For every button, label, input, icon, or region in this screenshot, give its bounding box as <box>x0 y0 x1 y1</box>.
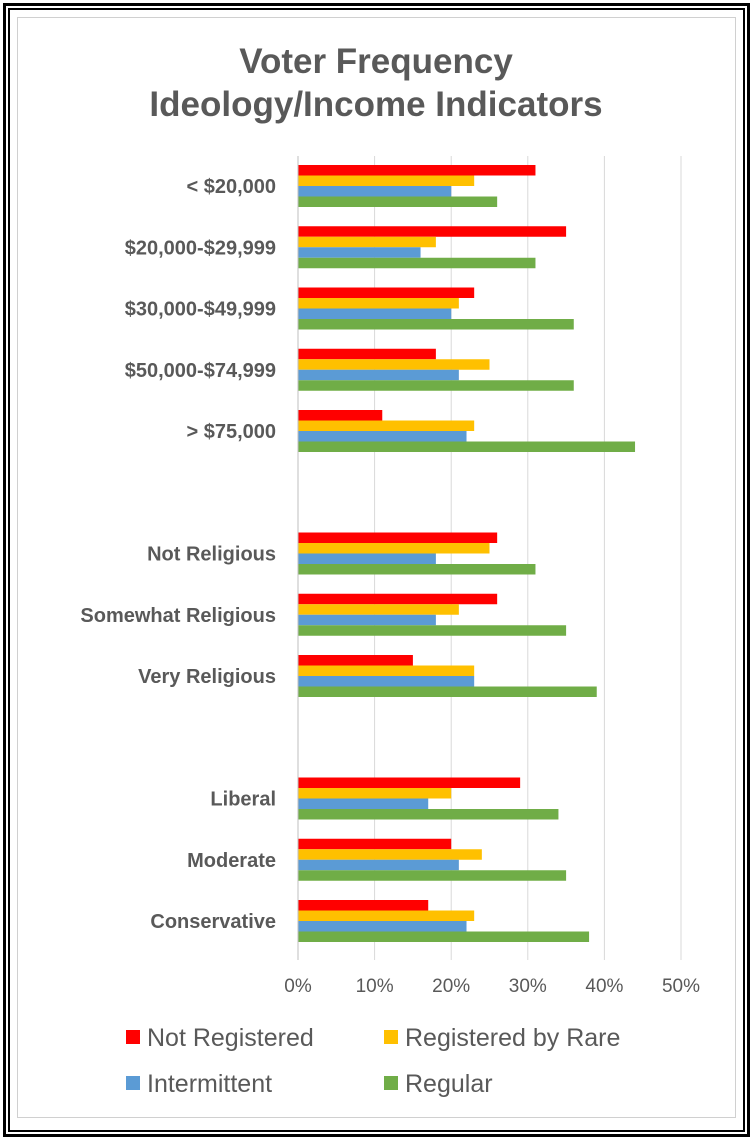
bar <box>298 798 429 809</box>
bar <box>298 186 452 197</box>
legend-label: Not Registered <box>147 1024 314 1052</box>
x-tick-label: 10% <box>356 976 394 997</box>
legend-label: Regular <box>405 1070 493 1098</box>
legend-swatch <box>384 1030 398 1044</box>
x-tick-label: 0% <box>284 976 312 997</box>
bar <box>298 593 498 605</box>
legend-swatch <box>126 1030 140 1044</box>
category-label: $50,000-$74,999 <box>125 360 276 382</box>
bar <box>298 788 452 799</box>
x-tick-label: 50% <box>662 976 700 997</box>
bar <box>298 175 475 186</box>
category-label: Liberal <box>210 789 276 811</box>
bar <box>298 441 636 452</box>
bar <box>298 900 429 911</box>
bar <box>298 165 536 176</box>
bar <box>298 196 498 207</box>
bar <box>298 369 459 381</box>
chart-title: Voter Frequency <box>239 42 513 81</box>
bar <box>298 564 536 575</box>
bar <box>298 686 597 697</box>
category-label: < $20,000 <box>186 176 276 198</box>
bar <box>298 665 475 676</box>
bar <box>298 543 490 554</box>
bar <box>298 298 459 309</box>
category-label: Moderate <box>187 850 276 872</box>
bar <box>298 420 475 431</box>
legend-swatch <box>126 1076 140 1090</box>
bar <box>298 247 421 258</box>
bar <box>298 676 475 687</box>
bar <box>298 410 383 421</box>
category-label: $30,000-$49,999 <box>125 299 276 321</box>
legend-label: Intermittent <box>147 1070 272 1098</box>
bar <box>298 625 567 636</box>
bar <box>298 236 436 248</box>
bar <box>298 308 452 319</box>
x-tick-label: 20% <box>432 976 470 997</box>
bar <box>298 777 521 788</box>
bar <box>298 604 459 615</box>
category-label: Not Religious <box>147 544 276 566</box>
category-label: $20,000-$29,999 <box>125 237 276 259</box>
bar <box>298 614 436 626</box>
bar <box>298 931 590 942</box>
x-tick-labels: 0% 10% 20% 30% 40% 50% <box>284 976 700 997</box>
bar <box>298 809 559 820</box>
bar <box>298 655 413 666</box>
category-label: > $75,000 <box>186 421 276 443</box>
bar <box>298 553 436 564</box>
legend-swatch <box>384 1076 398 1090</box>
category-label: Very Religious <box>138 666 276 688</box>
legend: Not Registered Registered by Rare Intermit… <box>126 1024 620 1098</box>
bar <box>298 870 567 881</box>
bar <box>298 226 567 237</box>
bar <box>298 431 467 442</box>
bar <box>298 359 490 370</box>
category-label: Somewhat Religious <box>80 605 276 627</box>
bar <box>298 532 498 543</box>
x-tick-label: 40% <box>585 976 623 997</box>
bars <box>298 165 636 942</box>
gridlines <box>374 156 682 960</box>
x-tick-label: 30% <box>509 976 547 997</box>
inner-frame <box>8 8 745 1132</box>
bar <box>298 287 475 298</box>
legend-label: Registered by Rare <box>405 1024 620 1052</box>
chart-subtitle: Ideology/Income Indicators <box>149 85 602 124</box>
bar <box>298 921 467 932</box>
bar <box>298 319 574 330</box>
bar <box>298 257 536 269</box>
bar <box>298 380 574 391</box>
bar <box>298 849 482 860</box>
bar <box>298 838 452 850</box>
chart-area-frame <box>17 17 736 1118</box>
bar <box>298 348 436 360</box>
category-labels: < $20,000 $20,000-$29,999 $30,000-$49,999 $… <box>80 176 276 933</box>
category-label: Conservative <box>150 911 276 933</box>
bar <box>298 910 475 921</box>
bar <box>298 859 459 871</box>
